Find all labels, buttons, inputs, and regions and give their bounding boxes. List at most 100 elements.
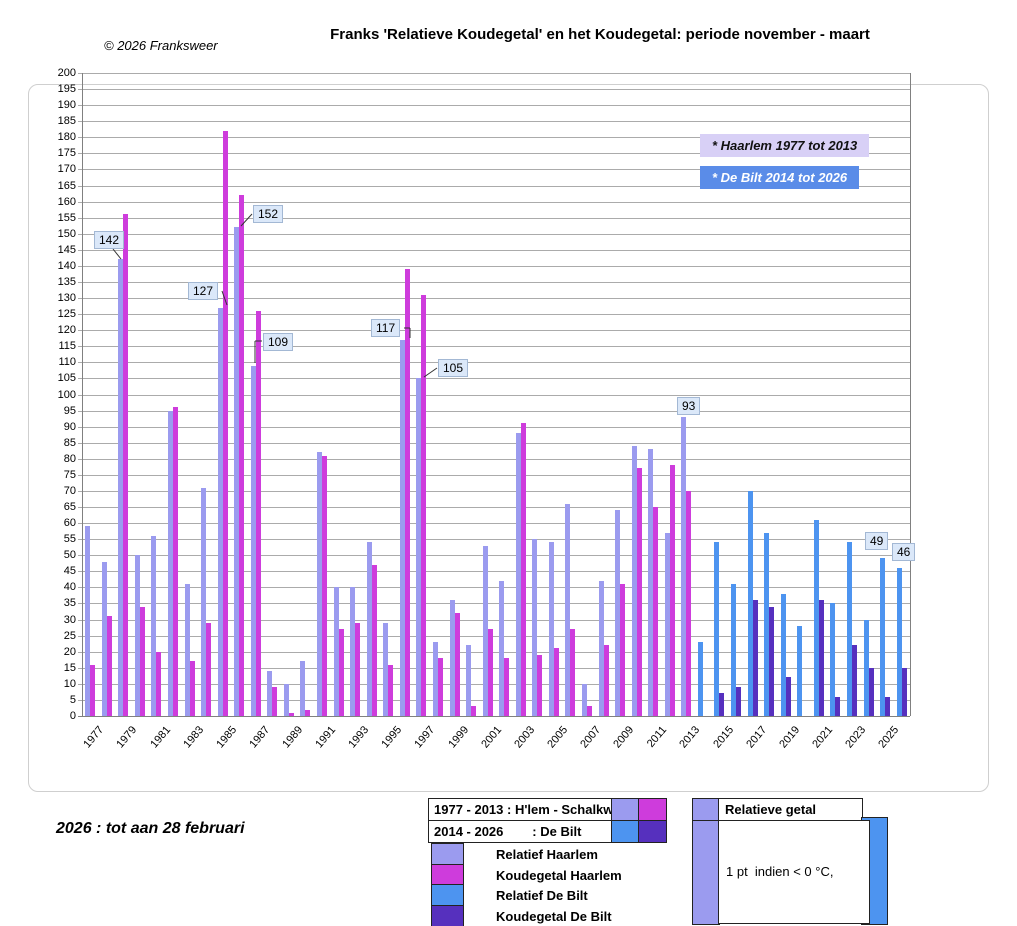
gridline-135 (78, 281, 910, 283)
swatch-relatief-debilt (611, 820, 640, 843)
bar-koudegetal-1987 (255, 310, 261, 716)
gridline-50 (78, 555, 910, 557)
bar-relatief-2003 (515, 433, 521, 716)
bar-relatief-2024 (863, 619, 869, 716)
bar-koudegetal-2003 (520, 423, 526, 716)
bar-relatief-2014 (697, 642, 703, 716)
gridline-170 (78, 169, 910, 171)
bar-koudegetal-2017 (752, 600, 758, 716)
callout-49: 49 (865, 532, 889, 550)
callout-127: 127 (188, 282, 219, 300)
bar-relatief-1983 (184, 584, 190, 716)
bar-koudegetal-1986 (239, 195, 245, 716)
gridline-155 (78, 217, 910, 219)
gridline-195 (78, 89, 910, 91)
y-axis-label-195: 195 (57, 83, 76, 96)
gridline-145 (78, 249, 910, 251)
bar-relatief-2015 (714, 542, 720, 716)
gridline-40 (78, 587, 910, 589)
y-axis-label-30: 30 (63, 613, 76, 626)
bar-relatief-1985 (217, 307, 223, 716)
y-axis-label-105: 105 (57, 372, 76, 385)
legend-item-label-3: Koudegetal De Bilt (496, 908, 612, 924)
y-axis-line (82, 73, 83, 716)
bar-relatief-2009 (615, 510, 621, 716)
gridline-65 (78, 507, 910, 509)
legend-period-haarlem: 1977 - 2013 : H'lem - Schalkwijk (428, 798, 628, 821)
gridline-80 (78, 458, 910, 460)
y-axis-label-190: 190 (57, 99, 76, 112)
legend-right-header-swatch (692, 798, 720, 822)
y-axis-label-80: 80 (63, 452, 76, 465)
callout-46: 46 (892, 543, 916, 561)
y-axis-label-155: 155 (57, 211, 76, 224)
gridline-85 (78, 442, 910, 444)
legend-item-label-2: Relatief De Bilt (496, 888, 588, 903)
gridline-185 (78, 121, 910, 123)
bar-relatief-2016 (731, 584, 737, 716)
bar-relatief-2012 (664, 532, 670, 716)
legend-right-left-stripe (692, 820, 720, 925)
bar-koudegetal-2002 (504, 658, 510, 716)
bar-relatief-1995 (383, 622, 389, 716)
bar-koudegetal-1990 (305, 709, 311, 716)
legend-period-debilt: 2014 - 2026 : De Bilt (428, 820, 618, 843)
callout-152: 152 (253, 205, 284, 223)
bar-koudegetal-1996 (404, 269, 410, 716)
bar-koudegetal-1978 (106, 616, 112, 716)
y-axis-label-100: 100 (57, 388, 76, 401)
copyright-text: © 2026 Franksweer (104, 38, 218, 53)
gridline-150 (78, 233, 910, 235)
legend-item-label-1: Koudegetal Haarlem (496, 867, 622, 883)
bar-relatief-2004 (532, 539, 538, 716)
bar-relatief-2006 (565, 503, 571, 716)
gridline-100 (78, 394, 910, 396)
y-axis-label-25: 25 (63, 629, 76, 642)
bar-relatief-1996 (399, 339, 405, 716)
bar-relatief-1997 (416, 378, 422, 716)
bar-koudegetal-1977 (90, 664, 96, 716)
bar-relatief-1979 (118, 259, 124, 716)
y-axis-label-175: 175 (57, 147, 76, 160)
bar-koudegetal-2007 (587, 706, 592, 716)
bar-koudegetal-2024 (868, 667, 874, 716)
y-axis-label-135: 135 (57, 275, 76, 288)
gridline-180 (78, 137, 910, 139)
chart-title: Franks 'Relatieve Koudegetal' en het Kou… (330, 26, 870, 43)
y-axis-label-90: 90 (63, 420, 76, 433)
bar-relatief-2026 (896, 568, 902, 716)
bar-relatief-2020 (797, 625, 803, 716)
gridline-5 (78, 699, 910, 701)
gridline-30 (78, 619, 910, 621)
bar-koudegetal-2012 (669, 465, 675, 716)
gridline-140 (78, 265, 910, 267)
bar-koudegetal-1982 (173, 407, 178, 716)
y-axis-label-110: 110 (58, 356, 76, 369)
legend-right-header: Relatieve getal (718, 798, 863, 822)
bar-koudegetal-1993 (355, 622, 361, 716)
y-axis-label-200: 200 (57, 67, 76, 79)
bar-relatief-2001 (482, 545, 488, 716)
y-axis-label-40: 40 (63, 581, 76, 594)
callout-117: 117 (371, 319, 401, 337)
bar-koudegetal-1992 (338, 629, 344, 716)
bar-relatief-1991 (317, 452, 323, 716)
y-axis-label-130: 130 (57, 292, 76, 305)
bar-koudegetal-2015 (719, 693, 725, 716)
bar-relatief-2023 (846, 542, 852, 716)
bar-relatief-2017 (747, 490, 753, 716)
bar-relatief-1994 (366, 542, 372, 716)
bar-koudegetal-1994 (371, 564, 377, 716)
bar-koudegetal-1984 (206, 622, 212, 716)
bar-relatief-1998 (432, 642, 438, 716)
gridline-35 (78, 603, 910, 605)
gridline-25 (78, 635, 910, 637)
y-axis-label-65: 65 (63, 501, 76, 514)
bar-koudegetal-2026 (901, 667, 907, 716)
gridline-190 (78, 105, 910, 107)
bar-relatief-2008 (598, 580, 604, 716)
y-axis-label-125: 125 (57, 308, 76, 321)
plot-right-border (910, 73, 911, 716)
gridline-55 (78, 539, 910, 541)
